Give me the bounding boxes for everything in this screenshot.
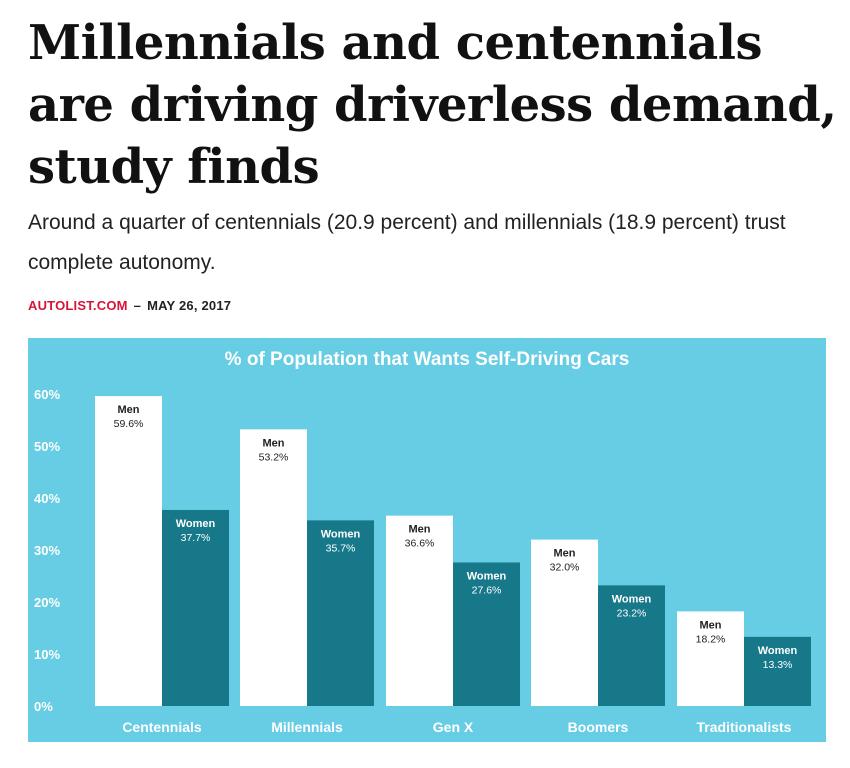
y-tick-label: 60% [34, 387, 60, 402]
bar-men [531, 539, 598, 706]
bar-label-series: Men [700, 619, 722, 631]
bar-men [240, 429, 307, 706]
bar-women [162, 509, 229, 706]
bar-label-series: Men [409, 524, 431, 536]
dek: Around a quarter of centennials (20.9 pe… [28, 211, 786, 274]
bar-women [453, 562, 520, 706]
bar-chart: % of Population that Wants Self-Driving … [28, 338, 826, 742]
bar-label-series: Women [467, 570, 507, 582]
bar-label-series: Men [118, 404, 140, 416]
x-category-label: Gen X [433, 719, 474, 735]
bar-label-value: 53.2% [259, 451, 289, 463]
bar-women [598, 585, 665, 706]
source-link[interactable]: AUTOLIST.COM [28, 298, 128, 313]
bar-men [386, 515, 453, 706]
y-tick-label: 20% [34, 595, 60, 610]
bar-label-series: Women [612, 593, 652, 605]
y-tick-label: 10% [34, 647, 60, 662]
x-category-label: Centennials [122, 719, 202, 735]
chart-title: % of Population that Wants Self-Driving … [225, 349, 630, 370]
bar-label-value: 13.3% [763, 659, 793, 671]
bar-label-value: 37.7% [181, 532, 211, 544]
bar-label-value: 59.6% [114, 418, 144, 430]
x-category-label: Millennials [271, 719, 343, 735]
x-category-label: Traditionalists [697, 719, 792, 735]
bar-label-series: Men [554, 548, 576, 560]
bar-label-series: Women [321, 528, 361, 540]
bar-label-value: 27.6% [472, 584, 502, 596]
y-tick-label: 30% [34, 543, 60, 558]
bar-label-value: 35.7% [326, 542, 356, 554]
bar-label-series: Men [263, 437, 285, 449]
bar-women [307, 520, 374, 706]
bar-label-series: Women [758, 645, 798, 657]
bar-label-value: 18.2% [696, 633, 726, 645]
bar-label-value: 36.6% [405, 538, 435, 550]
bar-label-value: 32.0% [550, 562, 580, 574]
chart-container: % of Population that Wants Self-Driving … [28, 338, 826, 742]
bar-label-value: 23.2% [617, 607, 647, 619]
bar-label-series: Women [176, 518, 216, 530]
publish-date: MAY 26, 2017 [147, 298, 232, 313]
y-tick-label: 0% [34, 699, 53, 714]
y-tick-label: 50% [34, 439, 60, 454]
bar-men [677, 611, 744, 706]
x-category-label: Boomers [568, 719, 629, 735]
bar-women [744, 636, 811, 706]
headline: Millennials and centennials are driving … [28, 15, 837, 195]
byline: AUTOLIST.COM – MAY 26, 2017 [28, 298, 231, 313]
y-tick-label: 40% [34, 491, 60, 506]
byline-separator: – [133, 298, 142, 313]
bar-men [95, 396, 162, 706]
